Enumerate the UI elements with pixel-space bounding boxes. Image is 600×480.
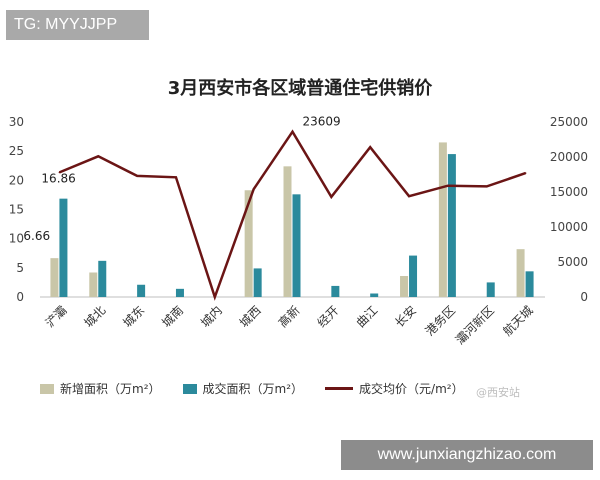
bar-1-2 [137,284,146,297]
category-label-12: 航天城 [500,303,536,339]
data-labels: 6.66 16.86 23609 [23,115,340,243]
legend-swatch-deal-area [182,383,197,394]
watermark: @西安站 [476,386,520,399]
left-tick-label-1: 5 [16,261,24,275]
bar-1-8 [370,293,379,297]
right-tick-label-5: 25000 [550,115,588,129]
bar-0-12 [516,249,525,297]
right-tick-label-3: 15000 [550,185,588,199]
bar-1-6 [292,194,301,297]
price-point-9 [408,195,410,197]
bar-1-3 [175,288,184,297]
price-point-1 [97,155,100,158]
legend: 新增面积（万m²） 成交面积（万m²） 成交均价（元/m²） [40,380,580,397]
bar-1-10 [447,154,456,297]
bar-1-9 [409,255,418,297]
url-label: www.junxiangzhizao.com [341,440,593,470]
price-point-5 [252,188,255,190]
data-label-2: 23609 [303,115,341,129]
bar-1-1 [98,260,107,297]
price-point-0 [58,171,61,174]
chart-title: 3月西安市各区域普通住宅供销价 [167,78,433,99]
legend-label-avg-price: 成交均价（元/m²） [359,382,464,396]
right-tick-label-4: 20000 [550,150,588,164]
price-point-10 [447,184,449,187]
left-tick-label-0: 0 [16,290,24,304]
price-point-12 [524,172,527,174]
bar-0-10 [438,142,447,297]
data-label-0: 6.66 [23,229,50,243]
right-tick-label-1: 5000 [557,255,588,269]
bars [50,142,534,297]
bar-1-11 [486,282,495,297]
category-label-2: 城东 [120,303,147,330]
category-label-6: 高新 [275,303,303,331]
legend-swatch-new-area [40,383,54,394]
category-label-7: 经开 [315,303,342,330]
bar-1-7 [331,285,340,297]
bar-0-0 [50,258,59,297]
left-tick-label-6: 30 [9,115,24,129]
tag-label: TG: MYYJJPP [6,10,149,40]
price-point-7 [330,196,333,198]
right-tick-label-2: 10000 [550,220,588,234]
category-label-10: 港务区 [422,303,458,339]
category-label-9: 长安 [392,303,420,331]
bar-0-6 [283,166,292,297]
category-label-8: 曲江 [353,303,380,330]
category-label-5: 城西 [237,303,264,330]
price-point-6 [291,130,294,133]
left-tick-label-2: 10 [9,232,24,246]
price-point-2 [136,175,138,177]
left-tick-label-4: 20 [9,173,24,187]
bar-1-0 [59,198,68,297]
legend-label-new-area: 新增面积（万m²） [60,382,161,396]
category-label-11: 灞河新区 [452,303,497,348]
bar-1-5 [253,268,262,297]
price-point-3 [175,176,177,179]
price-line [58,129,527,301]
legend-swatch-avg-price [325,387,354,390]
axes: 0510152025300500010000150002000025000浐灞城… [9,115,588,347]
price-point-11 [485,185,488,188]
category-label-3: 城南 [158,303,186,331]
data-label-1: 16.86 [41,172,75,186]
price-point-8 [369,146,371,148]
legend-item-deal-area: 成交面积（万m²） [182,380,304,397]
bar-0-9 [400,276,409,297]
bar-1-12 [525,271,534,297]
category-label-4: 城内 [198,303,225,330]
legend-item-new-area: 新增面积（万m²） [40,380,161,397]
left-tick-label-3: 15 [9,203,24,217]
legend-item-avg-price: 成交均价（元/m²） [325,380,464,397]
category-label-0: 浐灞 [43,303,70,330]
price-point-4 [214,296,216,298]
legend-label-deal-area: 成交面积（万m²） [202,382,304,396]
category-label-1: 城北 [82,303,109,330]
right-tick-label-0: 0 [580,290,588,304]
left-tick-label-5: 25 [9,144,24,158]
bar-0-1 [89,272,98,297]
bar-0-5 [244,190,253,297]
